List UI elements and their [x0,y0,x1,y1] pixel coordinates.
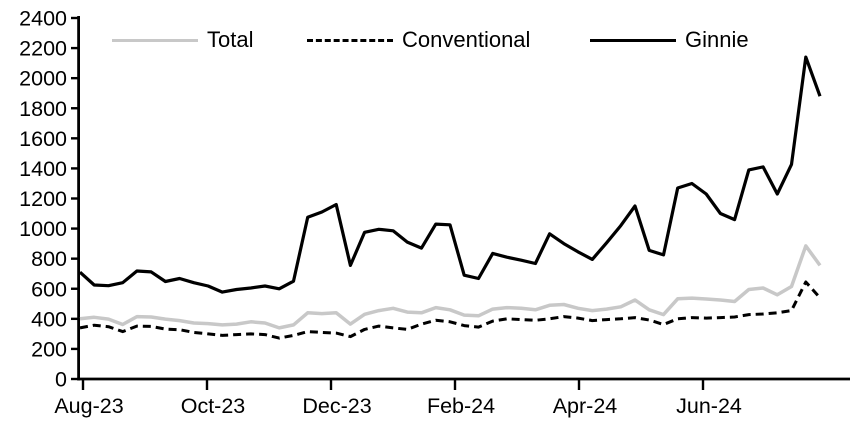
y-axis-tick-label: 800 [31,247,67,271]
series-line-total [79,244,822,330]
y-axis-tick-label: 400 [31,307,67,331]
y-axis-tick-label: 1000 [19,217,67,241]
series-line-ginnie [78,55,822,294]
y-axis-tick-label: 600 [31,277,67,301]
x-axis-tick-label: Aug-23 [54,394,123,418]
y-axis-tick-label: 200 [31,337,67,361]
y-axis-tick-label: 1800 [19,97,67,121]
y-axis-tick-label: 0 [55,368,67,392]
y-axis-tick-label: 1400 [19,157,67,181]
y-axis-tick-label: 1200 [19,187,67,211]
x-axis-tick-label: Feb-24 [427,394,495,418]
y-axis-tick-label: 2000 [19,67,67,91]
series-line-conventional [79,280,822,340]
x-axis-tick-label: Oct-23 [181,394,246,418]
x-axis-tick-label: Jun-24 [676,394,742,418]
x-axis-tick-label: Apr-24 [553,394,618,418]
y-axis-tick-label: 2400 [19,7,67,31]
x-axis-tick-label: Dec-23 [302,394,371,418]
y-axis-tick-label: 1600 [19,127,67,151]
y-axis-tick-label: 2200 [19,37,67,61]
